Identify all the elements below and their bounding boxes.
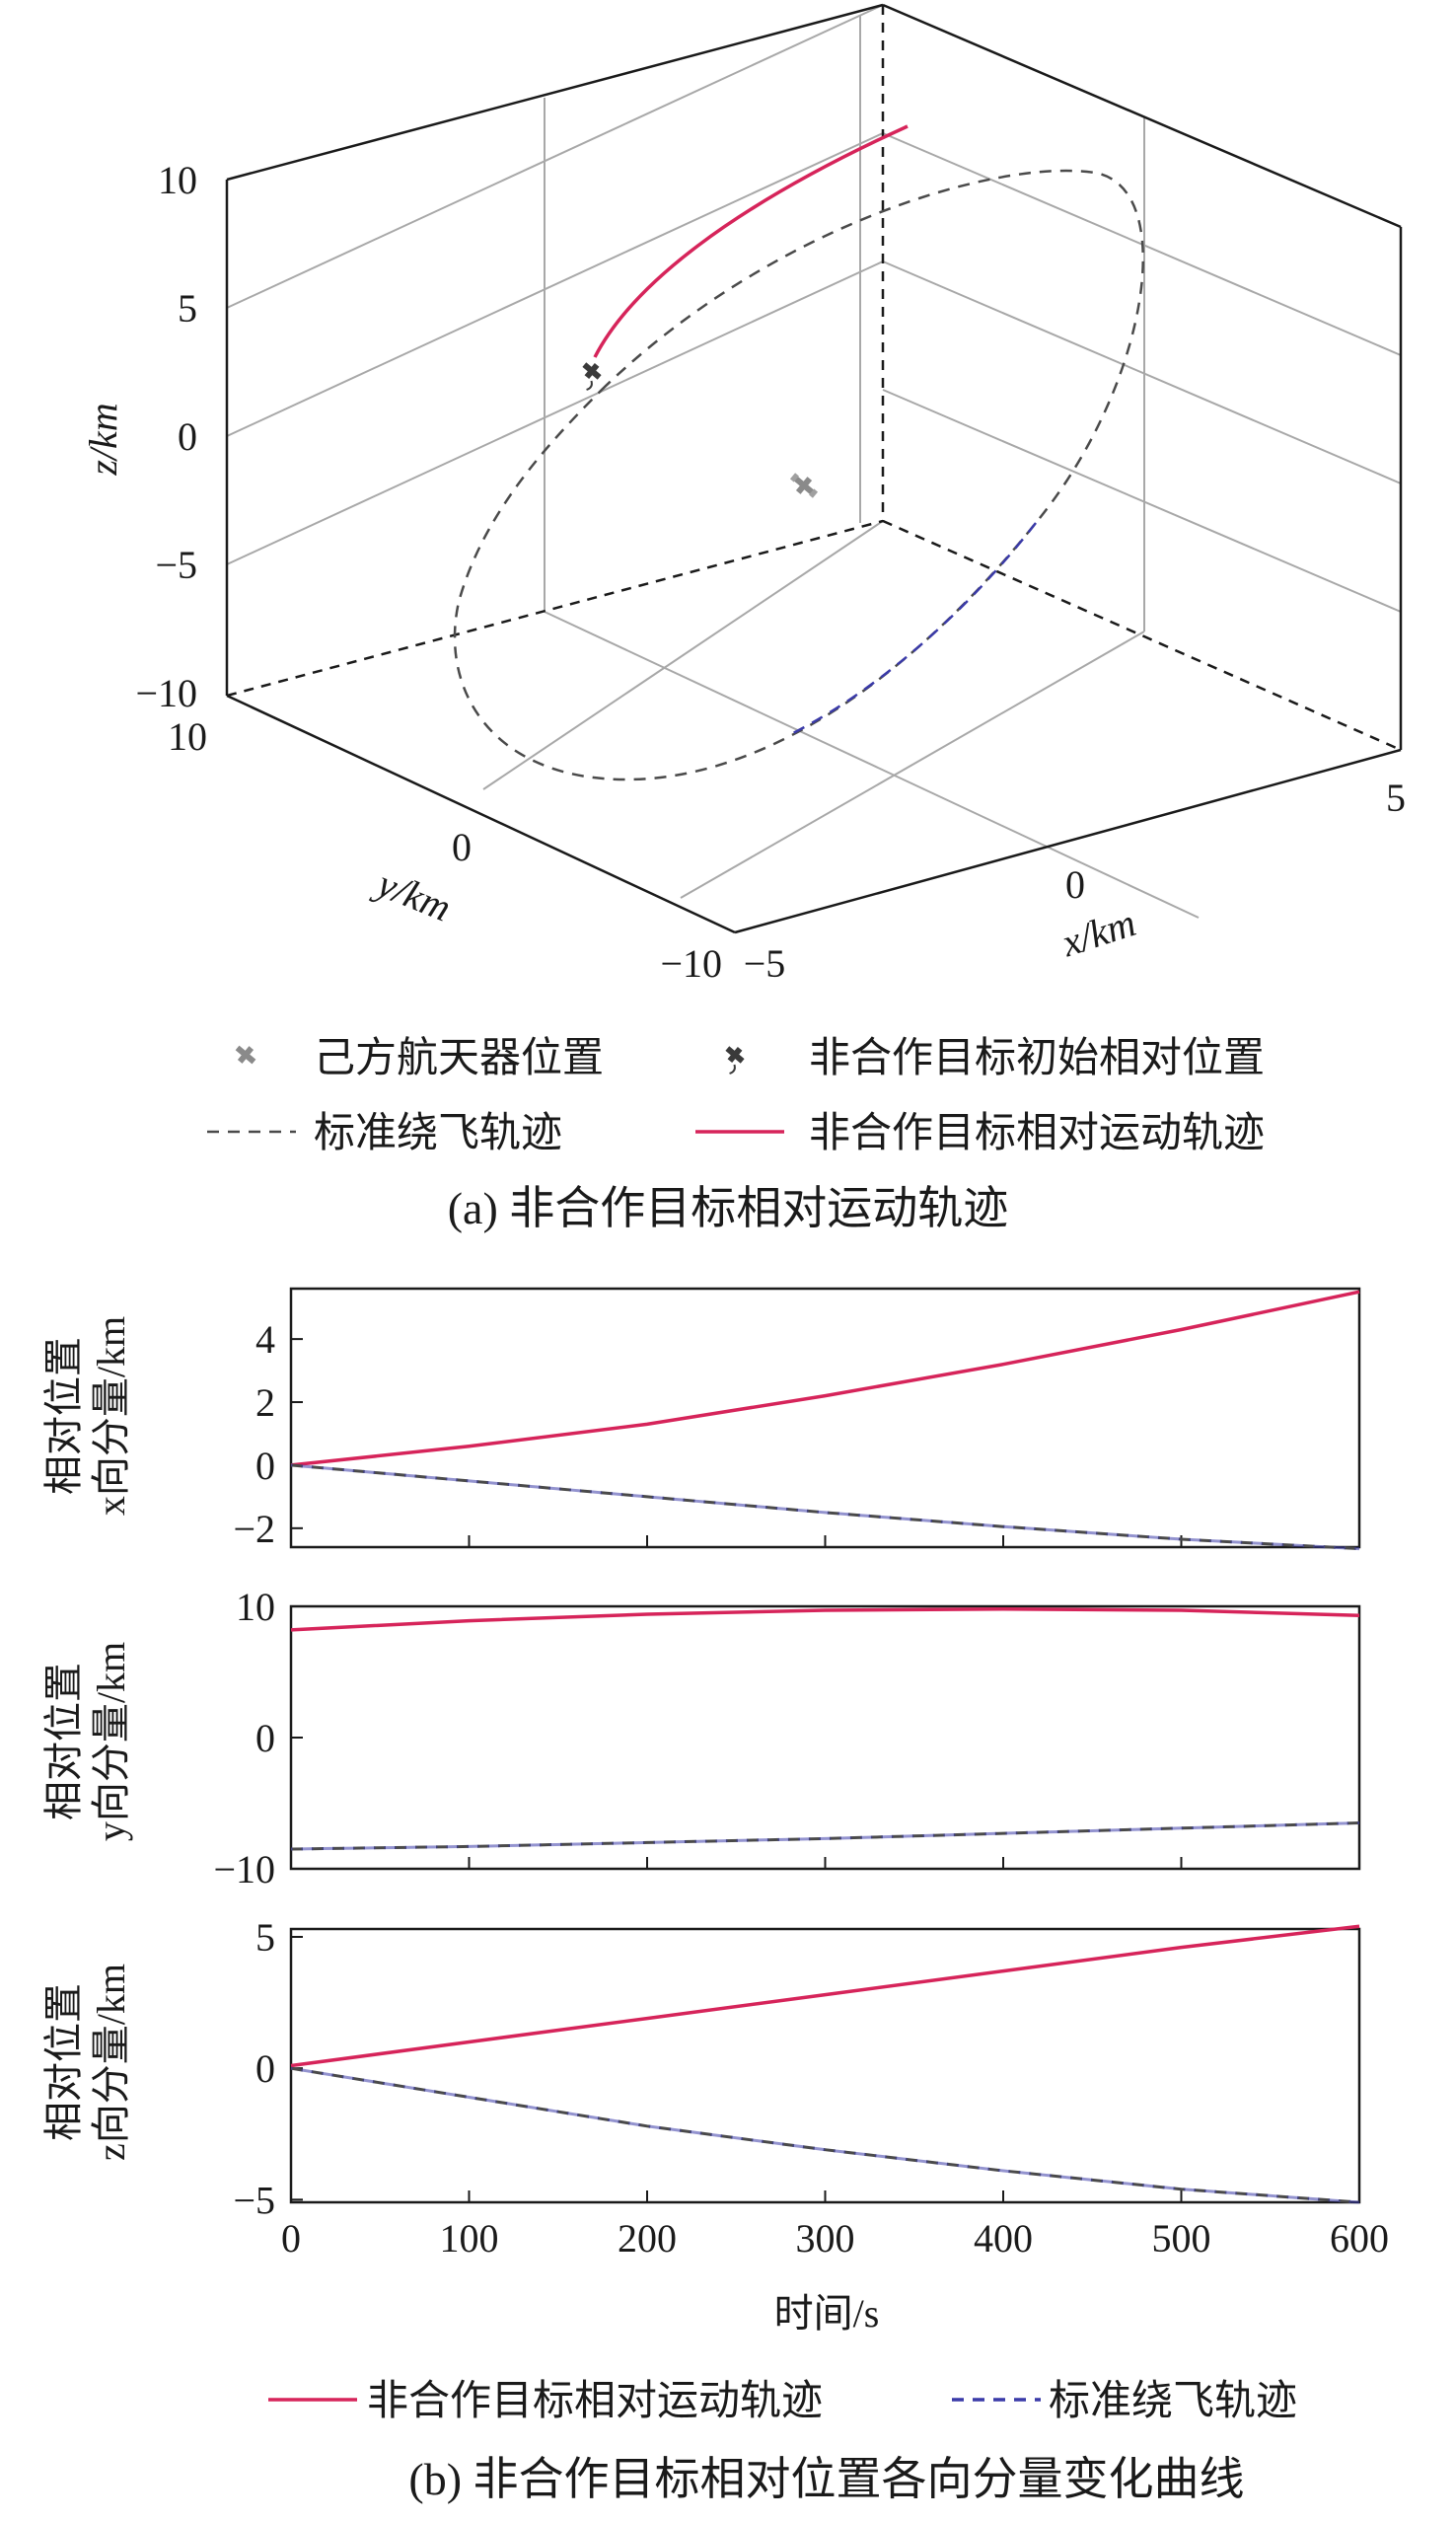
- subplot-z-ylabel-line1: 相对位置: [41, 1983, 86, 2141]
- subplot-x-standard-line-blue: [290, 1463, 1360, 1551]
- subplot-z-target-line: [290, 1924, 1360, 2068]
- subplot-z-xtick-label: 100: [440, 2216, 499, 2261]
- subplot-z-xtick-label: 500: [1152, 2216, 1211, 2261]
- y-tick-10: 10: [168, 714, 207, 759]
- target-initial-satellite-icon: [582, 362, 602, 391]
- subplot-y-ylabel-line1: 相对位置: [41, 1663, 86, 1820]
- subplot-z-xtick-label: 400: [974, 2216, 1033, 2261]
- legend-own-spacecraft-label: 己方航天器位置: [314, 1035, 604, 1081]
- subplot-z-xtick-label: 300: [796, 2216, 855, 2261]
- target-relative-trajectory: [593, 124, 909, 358]
- subplot-x: 4 2 0 −2: [233, 1287, 1361, 1551]
- subplot-y: 10 0 −10: [213, 1585, 1361, 1892]
- subplot-z-xtick-label: 200: [618, 2216, 677, 2261]
- subplot-x-ytick-label: −2: [233, 1507, 275, 1551]
- legend-b-standard-label: 标准绕飞轨迹: [1049, 2379, 1297, 2424]
- subplot-x-ylabel: 相对位置 x向分量/km: [41, 1316, 133, 1516]
- legend-own-spacecraft-icon: [235, 1045, 256, 1065]
- z-axis-label: z/km: [81, 403, 125, 476]
- box-edges-hidden: [226, 5, 1402, 752]
- y-tick-labels: 10 0 −10: [168, 714, 722, 986]
- standard-fly-around-orbit-blue-segment: [788, 522, 1037, 737]
- subplot-z-ylabel: 相对位置 z向分量/km: [41, 1964, 133, 2161]
- subplot-x-ylabel-line2: x向分量/km: [89, 1316, 133, 1516]
- subplot-y-frame: [289, 1604, 1361, 1871]
- subplot-z-standard-line-blue: [290, 2066, 1360, 2204]
- y-axis-label: y/km: [368, 859, 458, 930]
- legend-standard-label: 标准绕飞轨迹: [314, 1111, 562, 1156]
- z-tick-0: 0: [178, 414, 197, 459]
- subplot-x-ylabel-line1: 相对位置: [41, 1337, 86, 1495]
- subplot-z-ytick-label: 5: [255, 1915, 275, 1960]
- x-tick-5: 5: [1386, 776, 1406, 820]
- subplot-z-xtick-label: 0: [281, 2216, 301, 2261]
- panel-b-xlabel: 时间/s: [774, 2291, 880, 2336]
- subplot-x-ytick-label: 4: [255, 1317, 275, 1362]
- caption-panel-b: (b) 非合作目标相对位置各向分量变化曲线: [408, 2454, 1244, 2504]
- legend-target-initial-icon: [725, 1046, 745, 1075]
- z-tick-10: 10: [158, 158, 197, 202]
- subplot-x-ytick-label: 0: [255, 1444, 275, 1488]
- subplot-x-target-line: [290, 1290, 1360, 1467]
- subplot-z-ytick-label: −5: [233, 2178, 275, 2222]
- subplot-y-ylabel: 相对位置 y向分量/km: [41, 1642, 133, 1841]
- subplot-z: 50−50 100 200 300 400 500 600: [233, 1915, 1389, 2261]
- y-tick-0: 0: [452, 825, 472, 869]
- subplot-z-xtick-label: 600: [1330, 2216, 1389, 2261]
- x-tick-neg5: −5: [744, 941, 786, 986]
- legend-b-target-label: 非合作目标相对运动轨迹: [367, 2379, 823, 2424]
- subplot-z-ylabel-line2: z向分量/km: [89, 1964, 133, 2161]
- legend-target-relative-label: 非合作目标相对运动轨迹: [809, 1111, 1265, 1156]
- subplot-y-ylabel-line2: y向分量/km: [89, 1642, 133, 1841]
- subplot-z-frame: [289, 1927, 1361, 2204]
- panel-a-3d-plot: 10 5 0 −5 −10 z/km 10 0 −10 y/km −5 0 5 …: [81, 3, 1406, 986]
- subplot-z-standard-line: [290, 2066, 1360, 2204]
- x-tick-0: 0: [1065, 862, 1085, 907]
- legend-target-initial-label: 非合作目标初始相对位置: [809, 1035, 1265, 1081]
- z-tick-neg10: −10: [135, 671, 197, 715]
- standard-fly-around-orbit: [453, 169, 1144, 781]
- subplot-x-standard-line: [290, 1463, 1360, 1551]
- own-spacecraft-satellite-icon: [789, 473, 819, 498]
- subplot-x-ytick-label: 2: [255, 1380, 275, 1425]
- grid-back-left-wall: [226, 4, 884, 612]
- z-tick-5: 5: [178, 286, 197, 331]
- subplot-y-target-line: [290, 1606, 1360, 1632]
- caption-panel-a: (a) 非合作目标相对运动轨迹: [448, 1183, 1009, 1233]
- subplot-y-standard-line-blue: [290, 1821, 1360, 1851]
- subplot-z-ytick-label: 0: [255, 2046, 275, 2091]
- legend-panel-a: 己方航天器位置 非合作目标初始相对位置 标准绕飞轨迹 非合作目标相对运动轨迹: [207, 1035, 1265, 1156]
- y-tick-neg10: −10: [660, 941, 722, 986]
- x-tick-labels: −5 0 5: [744, 776, 1406, 986]
- x-axis-label: x/km: [1056, 900, 1141, 965]
- legend-panel-b: 非合作目标相对运动轨迹 标准绕飞轨迹: [268, 2379, 1297, 2424]
- subplot-y-ytick-label: −10: [213, 1847, 275, 1892]
- subplot-y-ytick-label: 0: [255, 1716, 275, 1760]
- grid-floor: [482, 520, 1200, 919]
- z-tick-neg5: −5: [155, 543, 197, 587]
- box-edges-solid: [225, 3, 1403, 934]
- z-tick-labels: 10 5 0 −5 −10: [135, 158, 197, 715]
- subplot-y-ytick-label: 10: [236, 1585, 275, 1629]
